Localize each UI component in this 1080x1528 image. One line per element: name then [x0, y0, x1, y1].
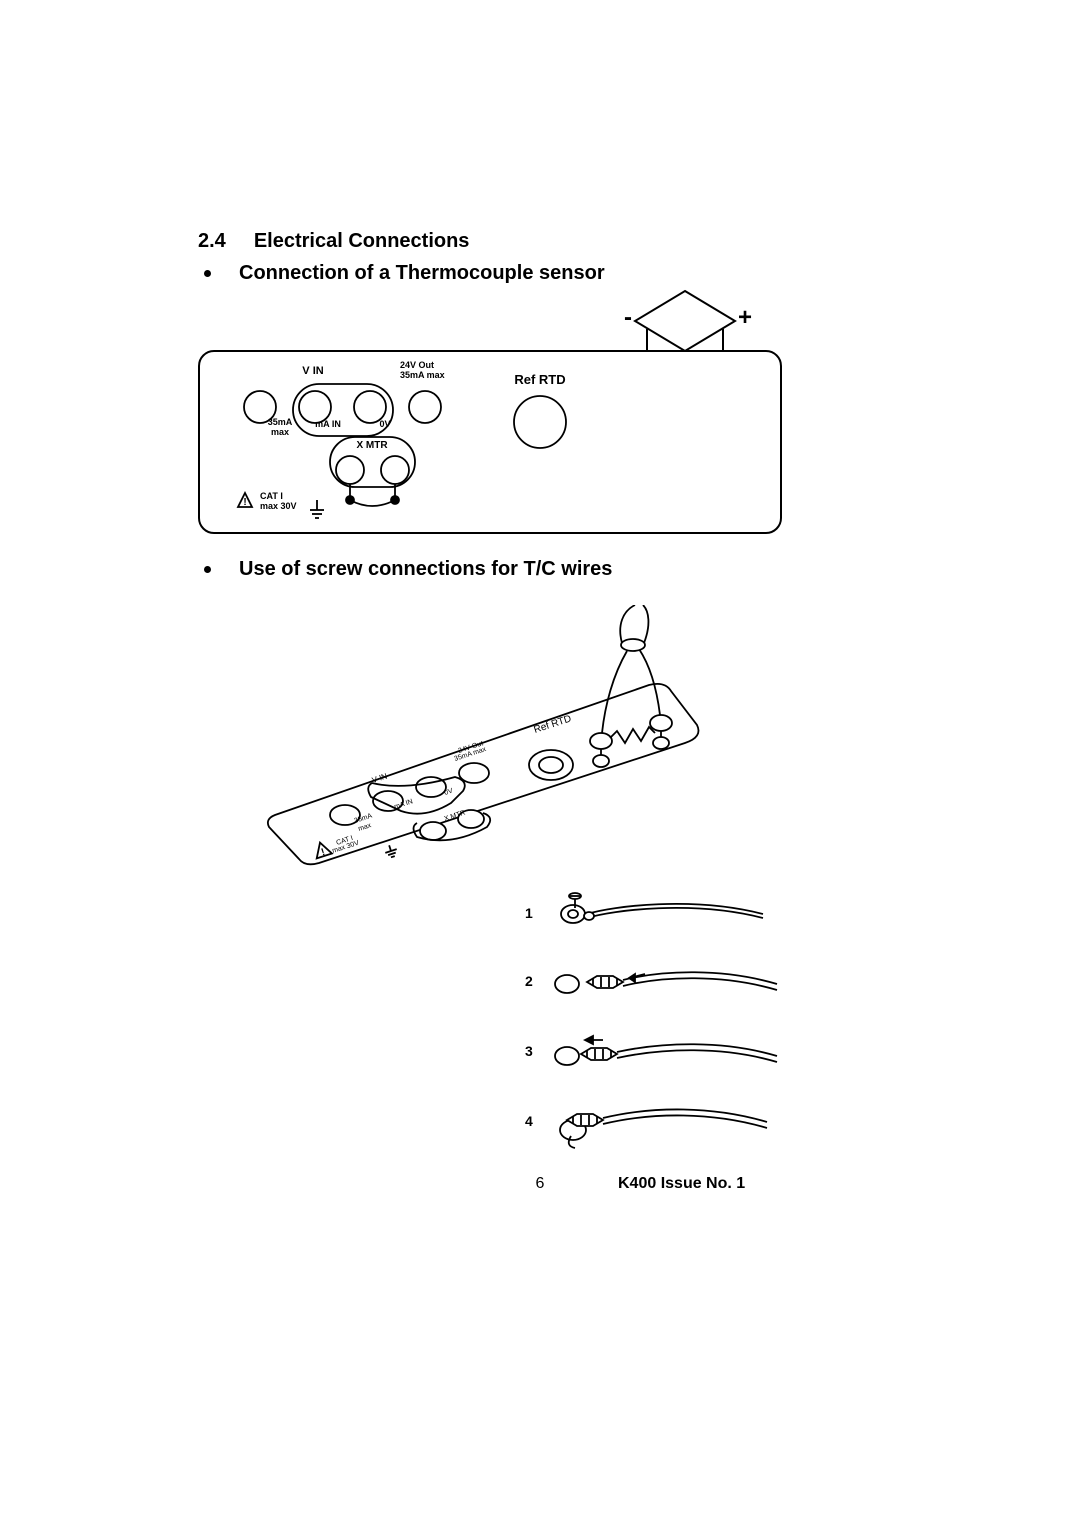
max-label-1: max — [271, 427, 289, 437]
cat-label-2: max 30V — [260, 501, 297, 511]
screw-steps-diagram-icon: 1 2 — [505, 878, 805, 1178]
bullet-dot-icon — [204, 566, 211, 573]
svg-text:!: ! — [243, 497, 246, 508]
ma-in-label: mA IN — [315, 419, 341, 429]
bullet-item: Use of screw connections for T/C wires — [198, 558, 612, 581]
step-number: 3 — [525, 1043, 533, 1059]
max35ma-label-1: 35mA — [268, 417, 293, 427]
bullet-text: Connection of a Thermocouple sensor — [239, 262, 605, 285]
cat-label-1: CAT I — [260, 491, 283, 501]
bullet-item: Connection of a Thermocouple sensor — [198, 262, 605, 285]
tc-minus-label: - — [624, 304, 632, 331]
section-title-text: Electrical Connections — [254, 230, 470, 253]
zero-v-label: 0V — [379, 419, 390, 429]
connection-diagram: V IN 24V Out 35mA max 35mA max mA IN 0V … — [198, 350, 782, 534]
step-number: 2 — [525, 973, 533, 989]
isometric-device-diagram-icon: Ref RTD 24V Out 35mA max V IN mA IN 0V X… — [255, 605, 775, 895]
page-number: 6 — [0, 1175, 1080, 1193]
step-number: 1 — [525, 905, 533, 921]
x-mtr-label: X MTR — [356, 440, 388, 451]
step-number: 4 — [525, 1113, 533, 1129]
out24v-label: 24V Out — [400, 360, 434, 370]
ref-rtd-label: Ref RTD — [514, 372, 565, 387]
tc-plus-label: + — [738, 304, 752, 331]
doc-id: K400 Issue No. 1 — [618, 1175, 745, 1193]
bullet-dot-icon — [204, 270, 211, 277]
section-number: 2.4 — [198, 230, 226, 253]
bullet-text: Use of screw connections for T/C wires — [239, 558, 612, 581]
section-heading: 2.4 Electrical Connections — [198, 230, 469, 253]
v-in-label: V IN — [302, 365, 323, 377]
out35ma-label: 35mA max — [400, 370, 445, 380]
